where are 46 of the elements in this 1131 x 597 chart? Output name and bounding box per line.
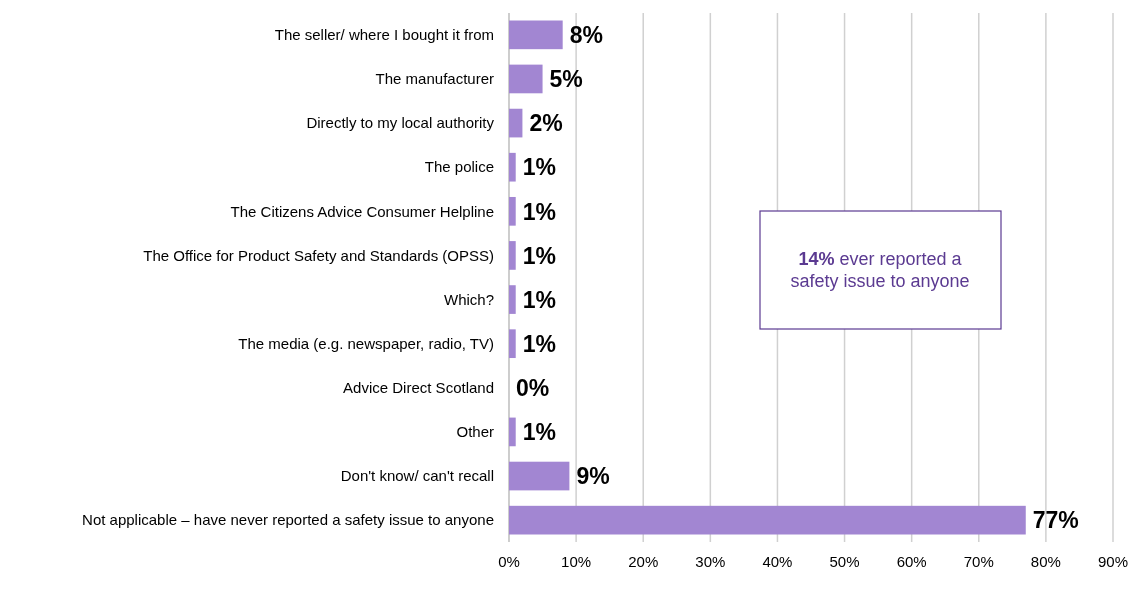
x-tick-label: 80%: [1030, 553, 1061, 570]
data-label: 0%: [516, 375, 550, 402]
x-tick-label: 40%: [762, 553, 793, 570]
y-tick-label: The media (e.g. newspaper, radio, TV): [238, 334, 494, 352]
y-tick-label: The Office for Product Safety and Standards (OPSS): [143, 246, 494, 264]
x-tick-label: 50%: [829, 553, 860, 570]
x-tick-label: 70%: [963, 553, 994, 570]
data-label: 5%: [549, 66, 583, 93]
data-label: 1%: [522, 419, 556, 446]
bar: [509, 108, 523, 138]
y-tick-label: Other: [456, 423, 494, 441]
data-label: 1%: [522, 330, 556, 357]
data-label: 1%: [522, 154, 556, 181]
data-label: 1%: [522, 286, 556, 313]
bar: [509, 196, 516, 226]
bar: [509, 329, 516, 359]
data-label: 1%: [522, 198, 556, 225]
bar: [509, 20, 563, 50]
data-label: 8%: [569, 22, 603, 49]
data-label: 9%: [576, 463, 610, 490]
bar: [509, 505, 1026, 535]
y-tick-label: Advice Direct Scotland: [343, 379, 494, 397]
y-tick-label: The manufacturer: [375, 70, 494, 88]
y-tick-label: Don't know/ can't recall: [340, 467, 494, 485]
x-tick-label: 90%: [1097, 553, 1129, 570]
data-label: 77%: [1032, 507, 1079, 534]
y-tick-label: Which?: [443, 290, 494, 308]
bar: [509, 152, 516, 182]
y-tick-label: The seller/ where I bought it from: [274, 26, 494, 44]
bar: [509, 241, 516, 270]
x-tick-label: 0%: [498, 553, 520, 570]
bar: [509, 417, 516, 447]
y-tick-label: The Citizens Advice Consumer Helpline: [230, 202, 494, 220]
bar: [509, 461, 570, 491]
data-label: 2%: [529, 110, 563, 137]
text: 14% ever reported a safety issue to anyone: [790, 249, 970, 291]
data-label: 1%: [522, 242, 556, 269]
y-tick-label: Not applicable – have never reported a safety issue to anyone: [82, 511, 494, 529]
x-tick-label: 20%: [628, 553, 659, 570]
x-tick-label: 30%: [695, 553, 726, 570]
bar: [509, 64, 543, 94]
y-tick-label: The police: [424, 158, 494, 176]
x-tick-label: 60%: [896, 553, 927, 570]
x-tick-label: 10%: [561, 553, 592, 570]
bar: [509, 285, 516, 314]
y-tick-label: Directly to my local authority: [306, 114, 495, 132]
